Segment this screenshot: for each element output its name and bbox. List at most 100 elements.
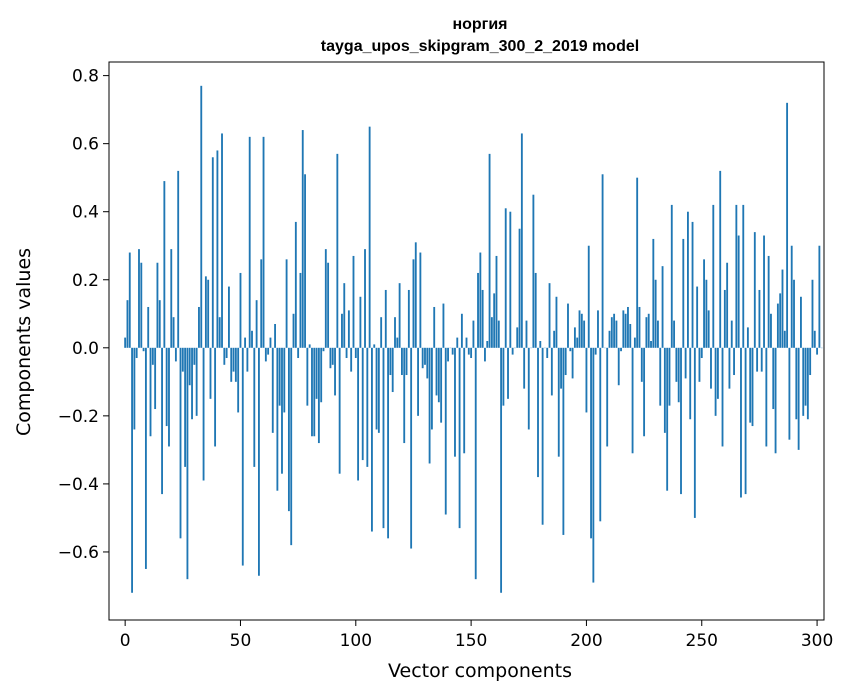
bar-15 bbox=[158, 300, 161, 348]
bar-6 bbox=[138, 249, 140, 348]
bar-91 bbox=[334, 347, 336, 396]
bar-161 bbox=[495, 255, 498, 348]
bar-281 bbox=[772, 347, 775, 410]
bar-61 bbox=[264, 347, 267, 362]
bar-188 bbox=[557, 347, 560, 457]
bar-257 bbox=[716, 347, 719, 399]
bar-265 bbox=[735, 204, 738, 348]
bar-139 bbox=[444, 347, 447, 515]
bar-295 bbox=[804, 347, 807, 406]
bar-115 bbox=[389, 347, 392, 376]
bar-274 bbox=[756, 347, 759, 372]
bar-211 bbox=[610, 317, 613, 348]
bar-272 bbox=[751, 347, 754, 427]
bar-221 bbox=[633, 337, 636, 348]
bar-179 bbox=[537, 347, 539, 478]
bar-25 bbox=[181, 347, 184, 372]
bar-228 bbox=[650, 341, 652, 348]
bar-204 bbox=[594, 347, 597, 355]
bar-4 bbox=[133, 347, 136, 430]
bar-92 bbox=[336, 153, 339, 348]
bar-13 bbox=[154, 347, 157, 410]
bar-247 bbox=[693, 347, 696, 518]
bar-2 bbox=[128, 252, 131, 348]
bar-80 bbox=[308, 344, 311, 348]
y-tick-label: −0.6 bbox=[58, 543, 99, 563]
bar-38 bbox=[211, 157, 214, 348]
bar-65 bbox=[274, 323, 276, 348]
bar-294 bbox=[802, 347, 805, 416]
bar-181 bbox=[541, 347, 544, 525]
bar-148 bbox=[465, 337, 468, 348]
bar-1 bbox=[126, 300, 129, 348]
bar-55 bbox=[251, 330, 253, 348]
bar-271 bbox=[749, 347, 752, 423]
bar-288 bbox=[788, 347, 791, 440]
bar-293 bbox=[800, 296, 802, 348]
bar-100 bbox=[354, 347, 357, 359]
bar-145 bbox=[458, 347, 461, 529]
bar-66 bbox=[276, 347, 279, 491]
bar-198 bbox=[580, 313, 583, 348]
bar-40 bbox=[216, 150, 219, 348]
bar-282 bbox=[774, 347, 777, 454]
bar-49 bbox=[237, 347, 240, 413]
bar-260 bbox=[723, 289, 726, 348]
bar-178 bbox=[534, 272, 537, 348]
bar-72 bbox=[290, 347, 293, 546]
bar-124 bbox=[410, 347, 413, 549]
bar-242 bbox=[682, 238, 685, 348]
bar-201 bbox=[587, 245, 590, 348]
bar-126 bbox=[414, 242, 417, 348]
bar-224 bbox=[640, 347, 643, 382]
bar-71 bbox=[287, 347, 290, 512]
bar-54 bbox=[248, 136, 251, 348]
bar-248 bbox=[696, 286, 699, 348]
bar-270 bbox=[746, 327, 749, 348]
x-tick-label: 100 bbox=[340, 631, 372, 651]
bar-202 bbox=[590, 347, 592, 539]
bar-273 bbox=[753, 232, 756, 348]
bar-87 bbox=[324, 249, 327, 348]
bar-168 bbox=[511, 347, 514, 355]
bar-17 bbox=[163, 181, 166, 348]
bar-190 bbox=[562, 347, 565, 535]
bar-140 bbox=[447, 347, 449, 362]
bar-278 bbox=[765, 347, 768, 447]
bar-249 bbox=[698, 347, 701, 382]
bar-138 bbox=[442, 303, 445, 348]
bar-74 bbox=[294, 221, 297, 348]
bar-180 bbox=[539, 341, 542, 348]
bar-101 bbox=[357, 347, 360, 481]
bar-143 bbox=[454, 347, 456, 457]
bar-116 bbox=[391, 347, 394, 393]
bar-102 bbox=[359, 296, 362, 348]
bar-28 bbox=[188, 347, 191, 386]
bar-42 bbox=[221, 133, 223, 348]
bar-95 bbox=[343, 283, 346, 348]
bar-58 bbox=[258, 347, 260, 576]
bar-291 bbox=[795, 347, 798, 420]
bar-19 bbox=[168, 347, 170, 447]
bar-266 bbox=[737, 235, 740, 348]
y-tick-label: 0.2 bbox=[72, 271, 99, 291]
bar-261 bbox=[726, 262, 729, 348]
bar-165 bbox=[504, 208, 507, 348]
bar-284 bbox=[779, 293, 782, 348]
bar-298 bbox=[811, 279, 814, 348]
bar-194 bbox=[571, 347, 574, 379]
bar-206 bbox=[599, 347, 602, 522]
bar-83 bbox=[315, 347, 318, 399]
bar-218 bbox=[627, 306, 629, 348]
bar-82 bbox=[313, 347, 316, 437]
bar-166 bbox=[507, 347, 509, 399]
bar-51 bbox=[241, 347, 244, 566]
bar-199 bbox=[583, 320, 586, 348]
bar-152 bbox=[474, 347, 477, 580]
bar-205 bbox=[597, 310, 599, 348]
bar-151 bbox=[472, 320, 475, 348]
bar-210 bbox=[608, 330, 611, 348]
bar-217 bbox=[624, 313, 627, 348]
y-axis-label: Components values bbox=[13, 248, 35, 436]
